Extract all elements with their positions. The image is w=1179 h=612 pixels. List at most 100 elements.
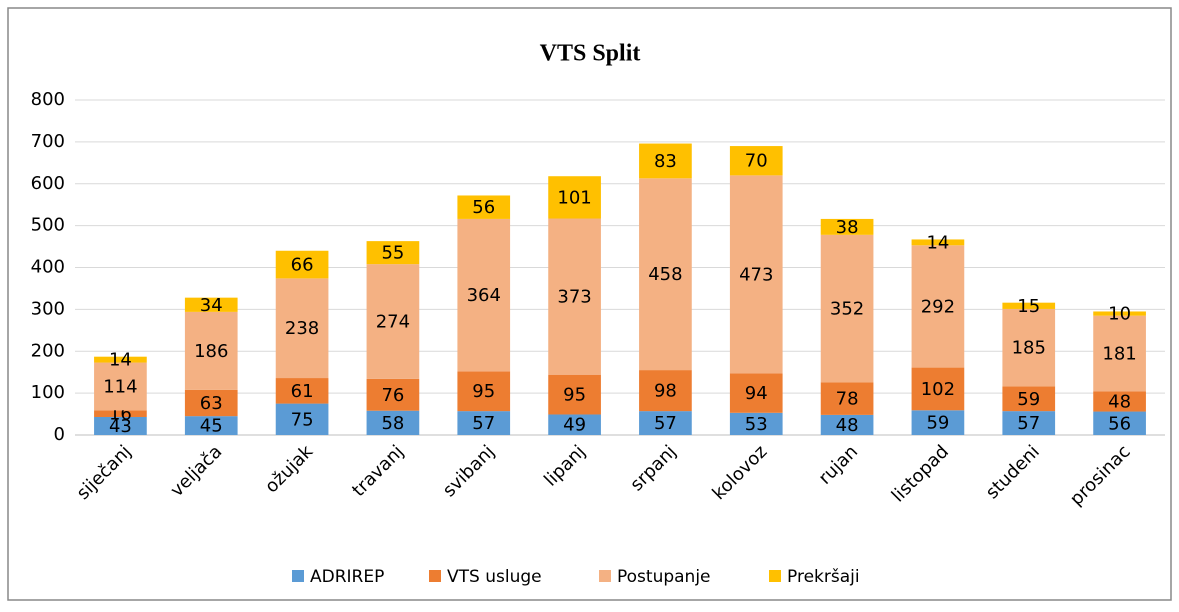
bar-segment	[1093, 311, 1146, 316]
data-label: 186	[194, 341, 228, 362]
data-label: 45	[200, 416, 223, 437]
bar-segment	[94, 416, 147, 435]
bar-segment	[729, 373, 783, 413]
bar-segment	[639, 411, 692, 435]
data-label: 238	[285, 318, 319, 339]
bar-segment	[275, 250, 329, 279]
data-label: 15	[1017, 296, 1040, 317]
data-label: 56	[1108, 413, 1131, 434]
bar-segment	[366, 264, 420, 379]
y-tick-label: 0	[54, 424, 65, 445]
data-label: 364	[467, 285, 501, 306]
bar-segment	[820, 382, 874, 415]
data-label: 38	[836, 217, 859, 238]
legend-label: Prekršaji	[787, 567, 860, 587]
data-label: 373	[557, 287, 591, 308]
bar-segment	[820, 234, 874, 383]
data-label: 57	[472, 413, 495, 434]
bar-segment	[729, 146, 783, 176]
data-label: 66	[291, 255, 314, 276]
bar-segment	[366, 378, 420, 411]
data-label: 43	[109, 416, 132, 437]
y-tick-label: 400	[31, 257, 65, 278]
data-label: 114	[103, 376, 137, 397]
bar-segment	[911, 367, 965, 411]
data-label: 95	[472, 381, 495, 402]
bar-segment	[729, 175, 783, 374]
data-label: 75	[291, 409, 314, 430]
data-label: 14	[109, 350, 132, 371]
data-label: 352	[830, 299, 864, 320]
legend-label: ADRIREP	[310, 567, 384, 587]
data-label: 292	[921, 296, 955, 317]
data-label: 94	[745, 383, 768, 404]
bar-segment	[457, 195, 511, 219]
bar-segment	[184, 311, 238, 390]
bar-segment	[457, 218, 511, 372]
data-label: 59	[1017, 389, 1040, 410]
bar-segment	[94, 410, 147, 417]
bar-segment	[639, 143, 692, 179]
data-label: 98	[654, 381, 677, 402]
y-tick-label: 700	[31, 131, 65, 152]
bar-segment	[1093, 411, 1146, 435]
legend: ADRIREP VTS usluge Postupanje Prekršaji	[292, 567, 860, 587]
bar-segment	[184, 389, 238, 417]
bar-segment	[548, 374, 601, 415]
data-label: 58	[381, 413, 404, 434]
data-label: 53	[745, 414, 768, 435]
data-label: 61	[291, 381, 314, 402]
legend-swatch	[769, 570, 781, 582]
data-label: 78	[836, 389, 859, 410]
bar-segment	[94, 356, 147, 363]
y-tick-label: 100	[31, 382, 65, 403]
data-label: 14	[926, 232, 949, 253]
data-label: 63	[200, 393, 223, 414]
legend-label: Postupanje	[617, 567, 711, 587]
data-label: 48	[836, 415, 859, 436]
bar-segment	[457, 371, 511, 412]
data-label: 57	[1017, 413, 1040, 434]
bar-segment	[911, 410, 965, 435]
bar-segment	[1002, 411, 1056, 435]
data-label: 102	[921, 379, 955, 400]
bar-segment	[911, 245, 965, 368]
data-label: 55	[381, 243, 404, 264]
bar-segment	[457, 411, 511, 435]
y-tick-label: 300	[31, 298, 65, 319]
bar-segment	[548, 414, 601, 435]
data-label: 10	[1108, 304, 1131, 325]
bar-segment	[639, 178, 692, 371]
bar-segment	[548, 176, 601, 219]
bar-segment	[275, 378, 329, 404]
data-label: 185	[1012, 338, 1046, 359]
data-label: 458	[648, 264, 682, 285]
data-label: 83	[654, 151, 677, 172]
data-label: 34	[200, 295, 223, 316]
y-tick-label: 600	[31, 173, 65, 194]
bar-segment	[1093, 391, 1146, 412]
bar-segment	[820, 414, 874, 435]
data-label: 76	[381, 385, 404, 406]
data-label: 57	[654, 413, 677, 434]
y-tick-label: 200	[31, 340, 65, 361]
bar-segment	[184, 297, 238, 312]
bar-segment	[729, 412, 783, 435]
bar-segment	[911, 239, 965, 246]
bar-segment	[1002, 308, 1056, 387]
bar-segment	[639, 370, 692, 412]
legend-swatch	[599, 570, 611, 582]
data-label: 48	[1108, 392, 1131, 413]
bar-segment	[275, 278, 329, 379]
data-label: 101	[557, 187, 591, 208]
data-label: 56	[472, 197, 495, 218]
bar-segment	[366, 241, 420, 265]
data-label: 181	[1102, 344, 1136, 365]
legend-swatch	[429, 570, 441, 582]
data-label: 473	[739, 264, 773, 285]
bar-segment	[1093, 315, 1146, 392]
bar-segment	[548, 218, 601, 375]
bar-segment	[366, 410, 420, 435]
bar-segment	[1002, 386, 1056, 412]
